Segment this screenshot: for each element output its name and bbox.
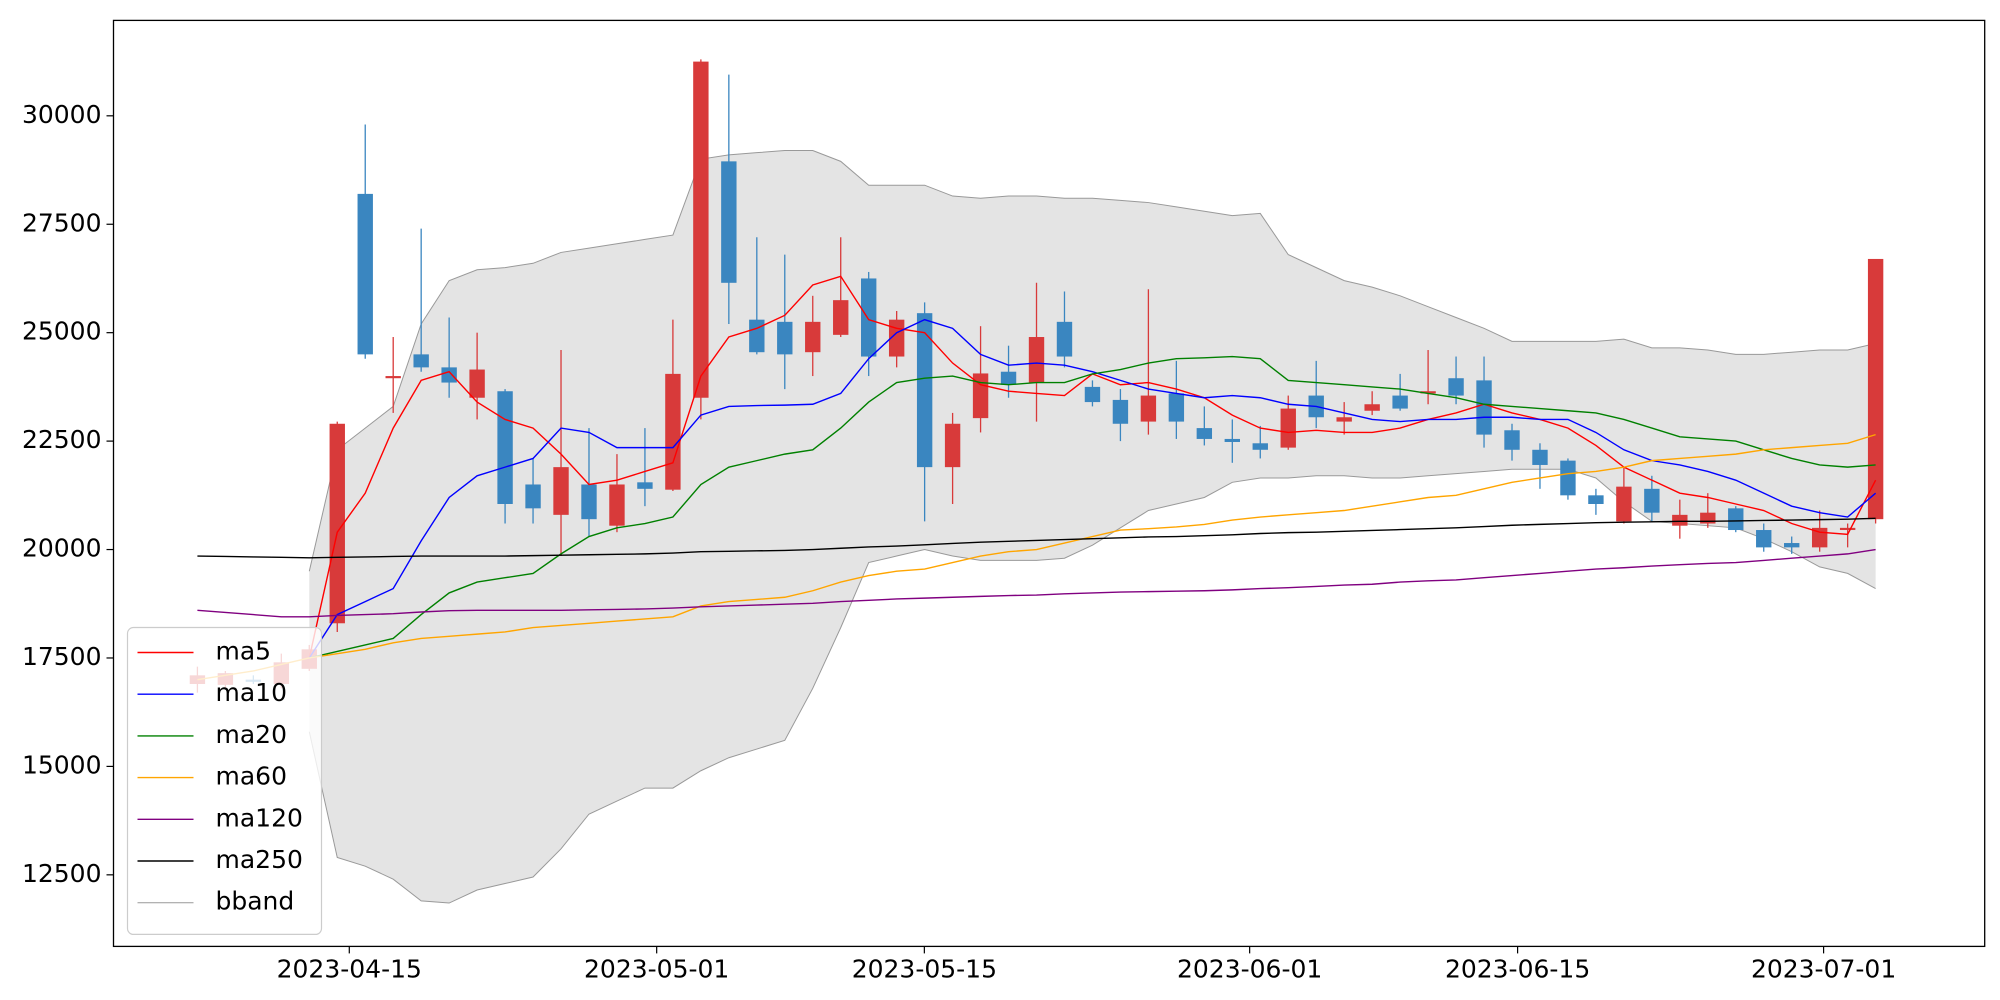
legend-box	[126, 626, 323, 935]
candle-body	[944, 423, 961, 468]
bband-upper	[308, 150, 1876, 572]
candle-body	[497, 391, 513, 505]
candle-body	[777, 321, 793, 355]
candle-body	[1196, 428, 1213, 439]
ma-line	[309, 355, 1876, 659]
candle-body	[1224, 438, 1240, 442]
candle-body	[861, 278, 877, 357]
axes: 12500 15000 17500 20000 22500 25000 27500 30000…	[22, 100, 1896, 984]
axes-frame	[112, 19, 1986, 948]
bband-fill	[309, 150, 1876, 904]
candle-body	[1588, 495, 1604, 505]
candle-body	[385, 376, 401, 379]
candle-body	[749, 319, 765, 353]
y-tick-label: 20000	[22, 534, 102, 563]
candle-body	[1252, 443, 1268, 450]
candle-body	[553, 467, 569, 515]
candle-body	[525, 484, 541, 509]
y-tick-label: 25000	[22, 317, 102, 346]
candle-body	[1672, 514, 1688, 526]
candle-body	[1728, 508, 1744, 531]
y-tick-label: 27500	[22, 208, 102, 237]
x-tick-label: 2023-05-01	[584, 954, 729, 983]
legend-label: ma5	[216, 637, 272, 666]
candle-body	[1616, 486, 1632, 522]
y-tick-label: 12500	[22, 859, 102, 888]
candle-body	[1839, 527, 1856, 531]
candle-body	[1168, 393, 1185, 422]
candle-body	[1336, 417, 1352, 422]
x-tick-label: 2023-06-15	[1445, 954, 1590, 983]
candle-body	[1420, 391, 1436, 394]
x-tick-label: 2023-05-15	[852, 954, 997, 983]
candle-body	[1867, 258, 1884, 520]
candle-body	[1056, 321, 1073, 357]
bband-lower	[308, 468, 1876, 904]
legend-label: ma10	[216, 678, 287, 707]
plot-area	[189, 59, 1884, 904]
ma-line	[308, 318, 1877, 659]
candle-body	[1784, 543, 1800, 548]
candle-body	[1364, 404, 1380, 411]
candle-body	[357, 193, 373, 355]
ma-line	[197, 517, 1876, 559]
candle-body	[1280, 408, 1296, 448]
candle-body	[721, 161, 737, 283]
candle-body	[833, 300, 849, 335]
candle-body	[581, 484, 597, 520]
candle-body	[1476, 380, 1492, 435]
candle-body	[637, 482, 653, 489]
candle-body	[1700, 512, 1716, 524]
legend-label: bband	[216, 887, 295, 916]
candle-body	[1028, 337, 1045, 383]
x-tick-label: 2023-04-15	[277, 954, 422, 983]
legend-label: ma120	[216, 803, 303, 832]
legend-label: ma60	[216, 762, 287, 791]
candle-body	[1644, 488, 1660, 513]
candle-body	[329, 423, 345, 624]
candle-body	[972, 373, 989, 419]
candle-body	[1560, 460, 1576, 496]
candle-body	[1084, 386, 1101, 403]
x-tick-label: 2023-06-01	[1177, 954, 1322, 983]
ma-line	[197, 433, 1876, 681]
candle-body	[413, 354, 429, 368]
y-tick-label: 22500	[22, 425, 102, 454]
candle-body	[1532, 449, 1548, 465]
candle-body	[916, 313, 933, 468]
candle-body	[469, 369, 485, 398]
candle-body	[693, 61, 709, 398]
candle-body	[1392, 395, 1408, 409]
candle-body	[609, 484, 625, 526]
legend-label: ma250	[216, 845, 303, 874]
candle-body	[1504, 430, 1520, 450]
candle-body	[1112, 399, 1129, 424]
candle-body	[665, 373, 681, 490]
candle-body	[1000, 371, 1017, 385]
candle-body	[1756, 530, 1772, 548]
candle-body	[441, 367, 457, 383]
candle-body	[1448, 378, 1464, 396]
x-tick-label: 2023-07-01	[1751, 954, 1896, 983]
y-tick-label: 15000	[22, 750, 102, 779]
candle-body	[805, 321, 821, 353]
ma-line	[197, 548, 1876, 618]
legend-label: ma20	[216, 720, 287, 749]
legend: ma5 ma10 ma20 ma60 ma120 ma250 bband	[126, 626, 323, 935]
y-tick-label: 30000	[22, 100, 102, 129]
y-tick-label: 17500	[22, 642, 102, 671]
candle-body	[1140, 395, 1157, 422]
